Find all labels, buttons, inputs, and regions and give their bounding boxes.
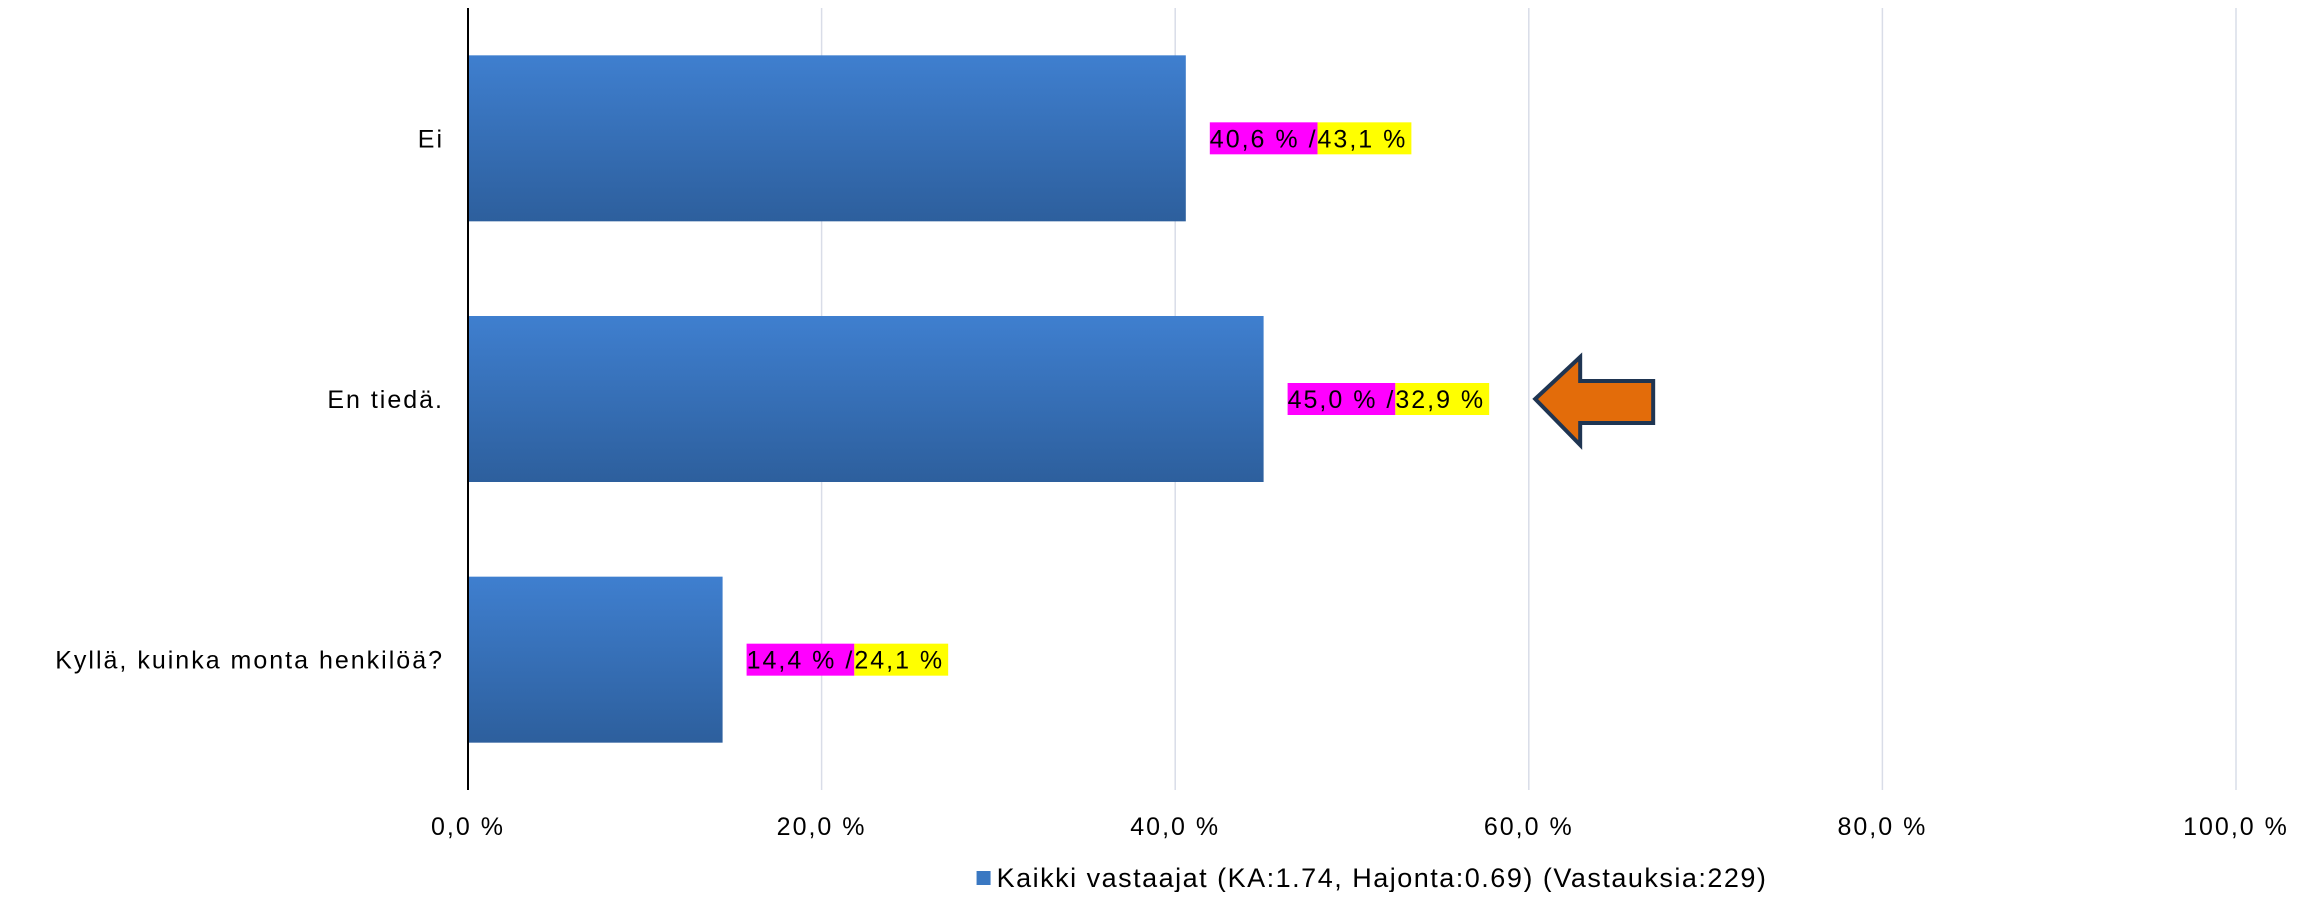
data-label-highlight-secondary [854,643,949,676]
category-label: Ei [418,125,444,153]
left-arrow-icon [1532,352,1656,450]
x-tick-label: 100,0 % [2183,813,2289,841]
x-tick-label: 20,0 % [777,813,867,841]
data-label-highlight-secondary [1317,122,1412,155]
bars [468,55,1264,743]
data-label-primary: 40,6 % / [1210,125,1318,153]
data-label-highlight-primary [1209,122,1318,155]
category-label: En tiedä. [327,386,444,414]
x-tick-label: 60,0 % [1484,813,1574,841]
data-label-secondary: 24,1 % [854,647,944,675]
highlight-arrow [1532,352,1656,450]
legend-label: Kaikki vastaajat (KA:1.74, Hajonta:0.69)… [997,863,1768,892]
data-label-highlight-secondary [1395,383,1490,415]
data-label-secondary: 32,9 % [1395,386,1485,414]
x-tick-label: 40,0 % [1130,813,1220,841]
x-tick-label: 80,0 % [1837,813,1927,841]
category-label: Kyllä, kuinka monta henkilöä? [55,647,444,675]
legend-swatch [976,871,991,885]
bar [468,316,1264,482]
data-label-highlight-primary [746,643,855,676]
legend: Kaikki vastaajat (KA:1.74, Hajonta:0.69)… [976,863,1768,893]
x-tick-label: 0,0 % [431,813,505,841]
bar [468,55,1186,222]
data-label-secondary: 43,1 % [1318,125,1408,153]
labels: 0,0 % 20,0 % 40,0 % 60,0 % 80,0 % 100,0 % Ei 40… [55,122,2289,841]
data-label-primary: 45,0 % / [1288,386,1396,414]
data-label-highlight-primary [1287,383,1396,415]
bar [468,576,723,743]
data-label-primary: 14,4 % / [747,647,855,675]
